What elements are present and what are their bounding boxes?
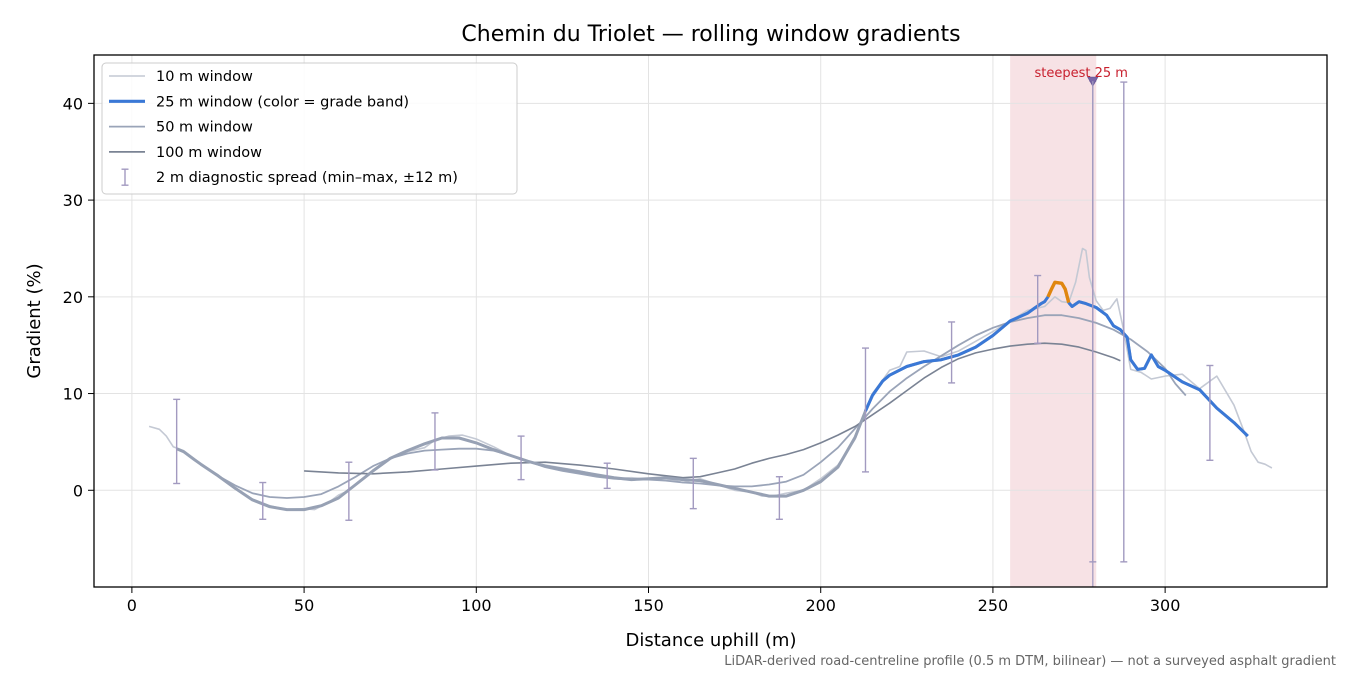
plot-area: steepest 25 m 0 50 100 150 200 250 300 0 10 20 30 40 xyxy=(63,54,1328,615)
y-tick-label: 0 xyxy=(73,481,83,500)
spread-bar xyxy=(517,435,525,481)
x-tick-label: 50 xyxy=(294,596,314,615)
x-tick-label: 150 xyxy=(633,596,664,615)
spread-bar xyxy=(861,347,869,473)
spread-bar xyxy=(431,412,439,471)
spread-bar xyxy=(603,462,611,490)
series-line-w25-band xyxy=(1067,300,1249,438)
spread-bar xyxy=(345,461,353,521)
steepest-band xyxy=(1010,55,1097,587)
y-tick-label: 10 xyxy=(63,385,83,404)
legend-label: 25 m window (color = grade band) xyxy=(156,94,409,110)
spread-bar xyxy=(1206,364,1214,461)
series-line-w100 xyxy=(304,342,1121,479)
x-tick-label: 200 xyxy=(805,596,836,615)
legend-label: 100 m window xyxy=(156,145,262,161)
legend-item-w50: 50 m window xyxy=(109,120,253,136)
legend-label: 10 m window xyxy=(156,69,253,85)
steepest-annotation: steepest 25 m xyxy=(1034,66,1127,81)
series-line-w25-steep xyxy=(1046,280,1071,304)
spread-bar xyxy=(689,457,697,510)
spread-bar xyxy=(775,476,783,520)
spread-bar xyxy=(1034,274,1042,344)
plot-frame xyxy=(93,54,1328,588)
footnote: LiDAR-derived road-centreline profile (0… xyxy=(724,654,1336,669)
legend-item-w25: 25 m window (color = grade band) xyxy=(109,94,409,110)
x-axis-label: Distance uphill (m) xyxy=(626,630,797,651)
spread-bar xyxy=(173,398,181,485)
x-tick-label: 100 xyxy=(461,596,492,615)
y-axis-label: Gradient (%) xyxy=(24,263,45,378)
spread-bar xyxy=(1120,81,1128,563)
legend-item-w100: 100 m window xyxy=(109,145,262,161)
y-tick-label: 20 xyxy=(63,288,83,307)
x-tick-label: 250 xyxy=(978,596,1009,615)
legend: 10 m window 25 m window (color = grade ba… xyxy=(101,62,518,195)
legend-box xyxy=(101,62,518,195)
legend-label: 50 m window xyxy=(156,120,253,136)
spread-bar xyxy=(259,481,267,520)
legend-item-w10: 10 m window xyxy=(109,69,253,85)
x-tick-label: 300 xyxy=(1150,596,1181,615)
series-line-w50 xyxy=(217,314,1187,499)
y-tick-label: 30 xyxy=(63,191,83,210)
spread-bar xyxy=(948,321,956,384)
chart-title: Chemin du Triolet — rolling window gradi… xyxy=(461,22,960,47)
legend-item-spread: 2 m diagnostic spread (min–max, ±12 m) xyxy=(121,168,458,186)
x-tick-label: 0 xyxy=(127,596,137,615)
y-tick-label: 40 xyxy=(63,94,83,113)
legend-label: 2 m diagnostic spread (min–max, ±12 m) xyxy=(156,170,458,186)
